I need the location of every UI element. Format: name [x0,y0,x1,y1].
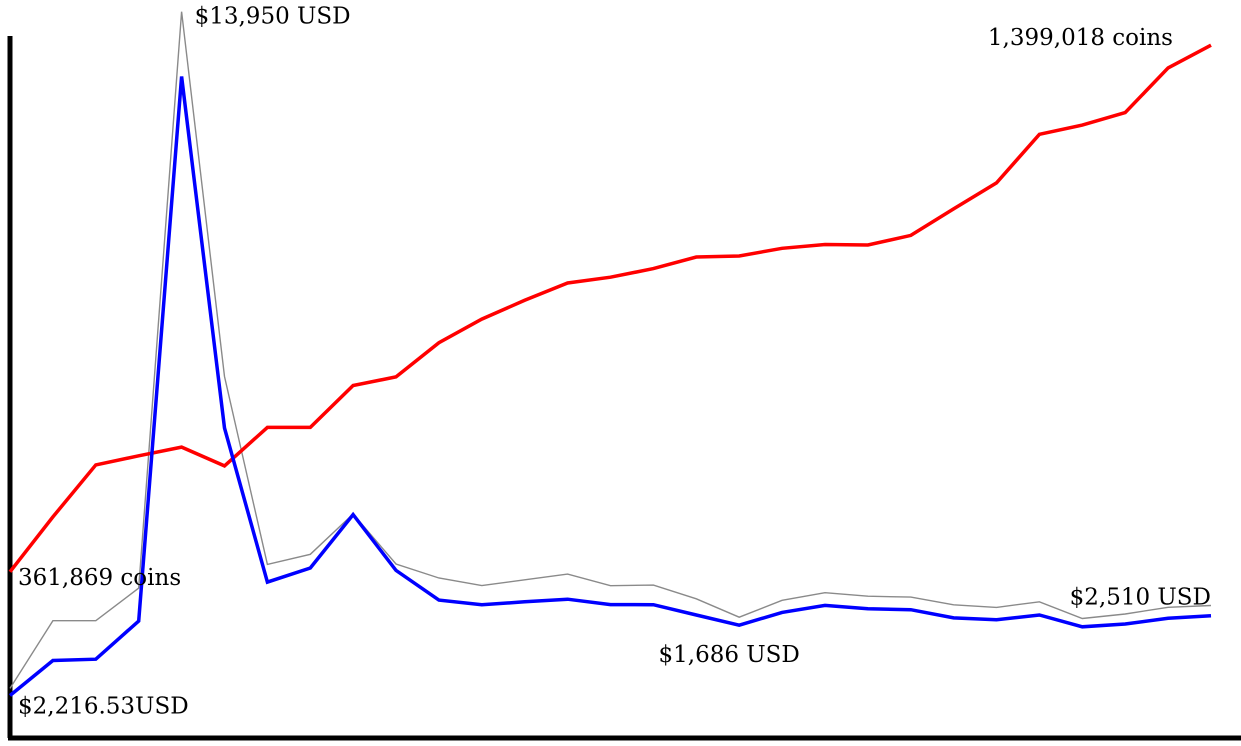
series-line-2 [9,11,1212,689]
series-line-0 [8,43,1212,573]
data-label-1: 1,399,018 coins [988,25,1173,51]
series-layer [8,11,1212,697]
data-label-4: $1,686 USD [659,642,800,668]
data-label-0: $13,950 USD [195,4,351,30]
series-line-1 [8,76,1212,697]
data-label-3: $2,216.53USD [18,694,189,720]
data-label-2: 361,869 coins [18,565,181,591]
data-label-5: $2,510 USD [1070,585,1211,611]
annotation-layer: $13,950 USD 1,399,018 coins 361,869 coins $… [18,4,1211,720]
